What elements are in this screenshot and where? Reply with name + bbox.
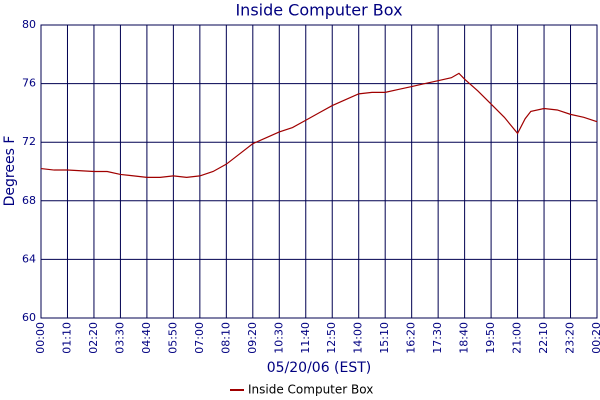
x-tick-label: 18:40 (458, 322, 471, 354)
x-tick-label: 00:20 (590, 322, 600, 354)
series-line (40, 72, 598, 178)
x-tick-label: 10:30 (272, 322, 285, 354)
legend-label: Inside Computer Box (248, 383, 373, 397)
x-tick-label: 02:20 (87, 322, 100, 354)
x-tick-label: 22:10 (537, 322, 550, 354)
x-tick-label: 12:50 (325, 322, 338, 354)
x-tick-label: 05:50 (166, 322, 179, 354)
x-tick-label: 03:30 (113, 322, 126, 354)
x-tick-label: 16:20 (405, 322, 418, 354)
x-tick-label: 14:00 (352, 322, 365, 354)
x-tick-label: 11:40 (299, 322, 312, 354)
x-tick-label: 07:00 (193, 322, 206, 354)
x-tick-label: 19:50 (484, 322, 497, 354)
x-axis-title: 05/20/06 (EST) (267, 360, 372, 376)
x-tick-label: 21:00 (511, 322, 524, 354)
x-tick-label: 09:20 (246, 322, 259, 354)
chart-title: Inside Computer Box (235, 1, 402, 20)
x-tick-label: 04:40 (140, 322, 153, 354)
x-tick-label: 01:10 (60, 322, 73, 354)
x-tick-label: 23:20 (564, 322, 577, 354)
y-tick-label: 76 (22, 77, 36, 90)
y-tick-label: 68 (22, 194, 36, 207)
y-tick-label: 60 (22, 311, 36, 324)
x-tick-label: 15:10 (378, 322, 391, 354)
x-tick-label: 17:30 (431, 322, 444, 354)
x-tick-label: 08:10 (219, 322, 232, 354)
x-tick-label: 00:00 (34, 322, 47, 354)
plot-area (40, 24, 598, 319)
y-tick-label: 80 (22, 18, 36, 31)
y-tick-label: 72 (22, 135, 36, 148)
y-axis-title: Degrees F (2, 136, 18, 207)
y-tick-label: 64 (22, 252, 36, 265)
